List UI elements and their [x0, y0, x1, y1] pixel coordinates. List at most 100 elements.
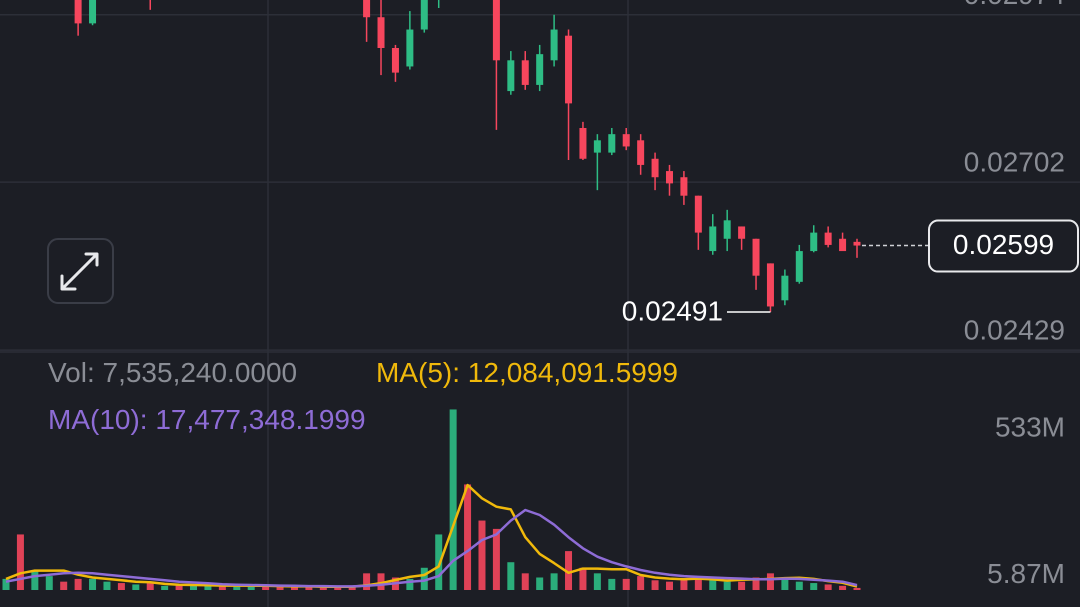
candle-body	[795, 251, 803, 282]
candle-body	[752, 238, 760, 276]
volume-bar	[103, 581, 111, 590]
volume-bar	[233, 586, 241, 590]
volume-bar	[45, 576, 53, 590]
y-tick-label: 0.02702	[964, 147, 1065, 178]
volume-bar	[608, 578, 616, 590]
ma-line	[5, 508, 858, 588]
candle-body	[550, 29, 558, 61]
ma-line	[5, 483, 858, 588]
volume-bar	[550, 573, 558, 590]
candle-body	[694, 195, 702, 233]
candle-body	[492, 0, 500, 61]
candle-body	[391, 48, 399, 73]
expand-button[interactable]	[47, 238, 114, 304]
candle-body	[810, 232, 818, 252]
volume-bar	[622, 578, 630, 590]
legend-entry: MA(5): 12,084,091.5999	[376, 357, 678, 388]
volume-bar	[810, 583, 818, 590]
volume-bar	[579, 567, 587, 590]
volume-bar	[377, 573, 385, 590]
y-tick-label: 533M	[995, 411, 1065, 442]
legend-entry: Vol: 7,535,240.0000	[48, 357, 297, 388]
volume-bar	[334, 586, 342, 590]
volume-bar	[723, 581, 731, 590]
candle-body	[766, 263, 774, 307]
volume-bar	[132, 584, 140, 590]
volume-bar	[363, 573, 371, 590]
last-price-label: 0.02599	[953, 229, 1054, 260]
volume-bar	[738, 581, 746, 590]
volume-bar	[709, 580, 717, 590]
candle-body	[420, 0, 428, 30]
legend-name: Vol	[48, 357, 87, 388]
volume-bar	[478, 520, 486, 590]
volume-bar	[824, 584, 832, 590]
volume-bar	[781, 578, 789, 590]
volume-bar	[31, 570, 39, 590]
volume-bar	[406, 578, 414, 590]
volume-bar	[565, 551, 573, 590]
volume-bar	[593, 573, 601, 590]
volume-bar	[175, 584, 183, 590]
candle-body	[521, 60, 529, 85]
volume-bar	[752, 577, 760, 590]
candle-body	[507, 60, 515, 92]
volume-bar	[204, 584, 212, 590]
volume-bar	[492, 528, 500, 590]
volume-bar	[420, 567, 428, 590]
legend-value: : 7,535,240.0000	[87, 357, 297, 388]
volume-bar	[665, 581, 673, 590]
candle-body	[608, 134, 616, 153]
price-panel	[74, 0, 861, 312]
legend-entry: MA(10): 17,477,348.1999	[48, 404, 366, 435]
candle-body	[579, 128, 587, 159]
volume-bar	[2, 578, 10, 590]
candle-body	[536, 54, 544, 85]
volume-bar	[464, 484, 472, 590]
volume-bar	[694, 576, 702, 590]
volume-bar	[766, 573, 774, 590]
volume-bar	[74, 578, 82, 590]
candle-body	[853, 241, 861, 246]
volume-bar	[16, 534, 24, 590]
volume-bar	[839, 585, 847, 590]
candle-body	[637, 140, 645, 165]
volume-bar	[218, 585, 226, 590]
volume-bar	[262, 586, 270, 590]
last-price-box	[928, 219, 1079, 273]
candle-body	[565, 35, 573, 104]
volume-bar	[853, 587, 861, 590]
low-label: 0.02491	[622, 295, 723, 326]
volume-bar	[536, 577, 544, 590]
volume-bar	[60, 581, 68, 590]
volume-bar	[449, 409, 457, 590]
volume-bar	[89, 578, 97, 590]
volume-bar	[680, 578, 688, 590]
candle-body	[89, 0, 97, 24]
candle-body	[593, 140, 601, 153]
y-tick-label: 0.02974	[964, 0, 1065, 10]
candle-body	[377, 17, 385, 48]
candle-body	[781, 275, 789, 301]
candle-body	[622, 134, 630, 147]
volume-bar	[276, 585, 284, 590]
y-tick-label: 5.87M	[987, 558, 1065, 589]
labels: 0.02974 0.02702 0.02429 0.02491 0.02599 533M 5…	[48, 0, 1079, 589]
candle-body	[363, 0, 371, 18]
candle-body	[406, 29, 414, 67]
candle-body	[723, 220, 731, 239]
volume-bar	[319, 587, 327, 590]
volume-bar	[190, 585, 198, 590]
volume-bar	[117, 583, 125, 590]
volume-bar	[247, 585, 255, 590]
volume-bar	[146, 583, 154, 590]
candle-body	[665, 171, 673, 184]
candle-body	[74, 0, 82, 24]
candle-body	[680, 177, 688, 196]
volume-bar	[637, 576, 645, 590]
volume-bar	[290, 587, 298, 590]
legend-value: : 17,477,348.1999	[140, 404, 366, 435]
y-tick-label: 0.02429	[964, 315, 1065, 346]
